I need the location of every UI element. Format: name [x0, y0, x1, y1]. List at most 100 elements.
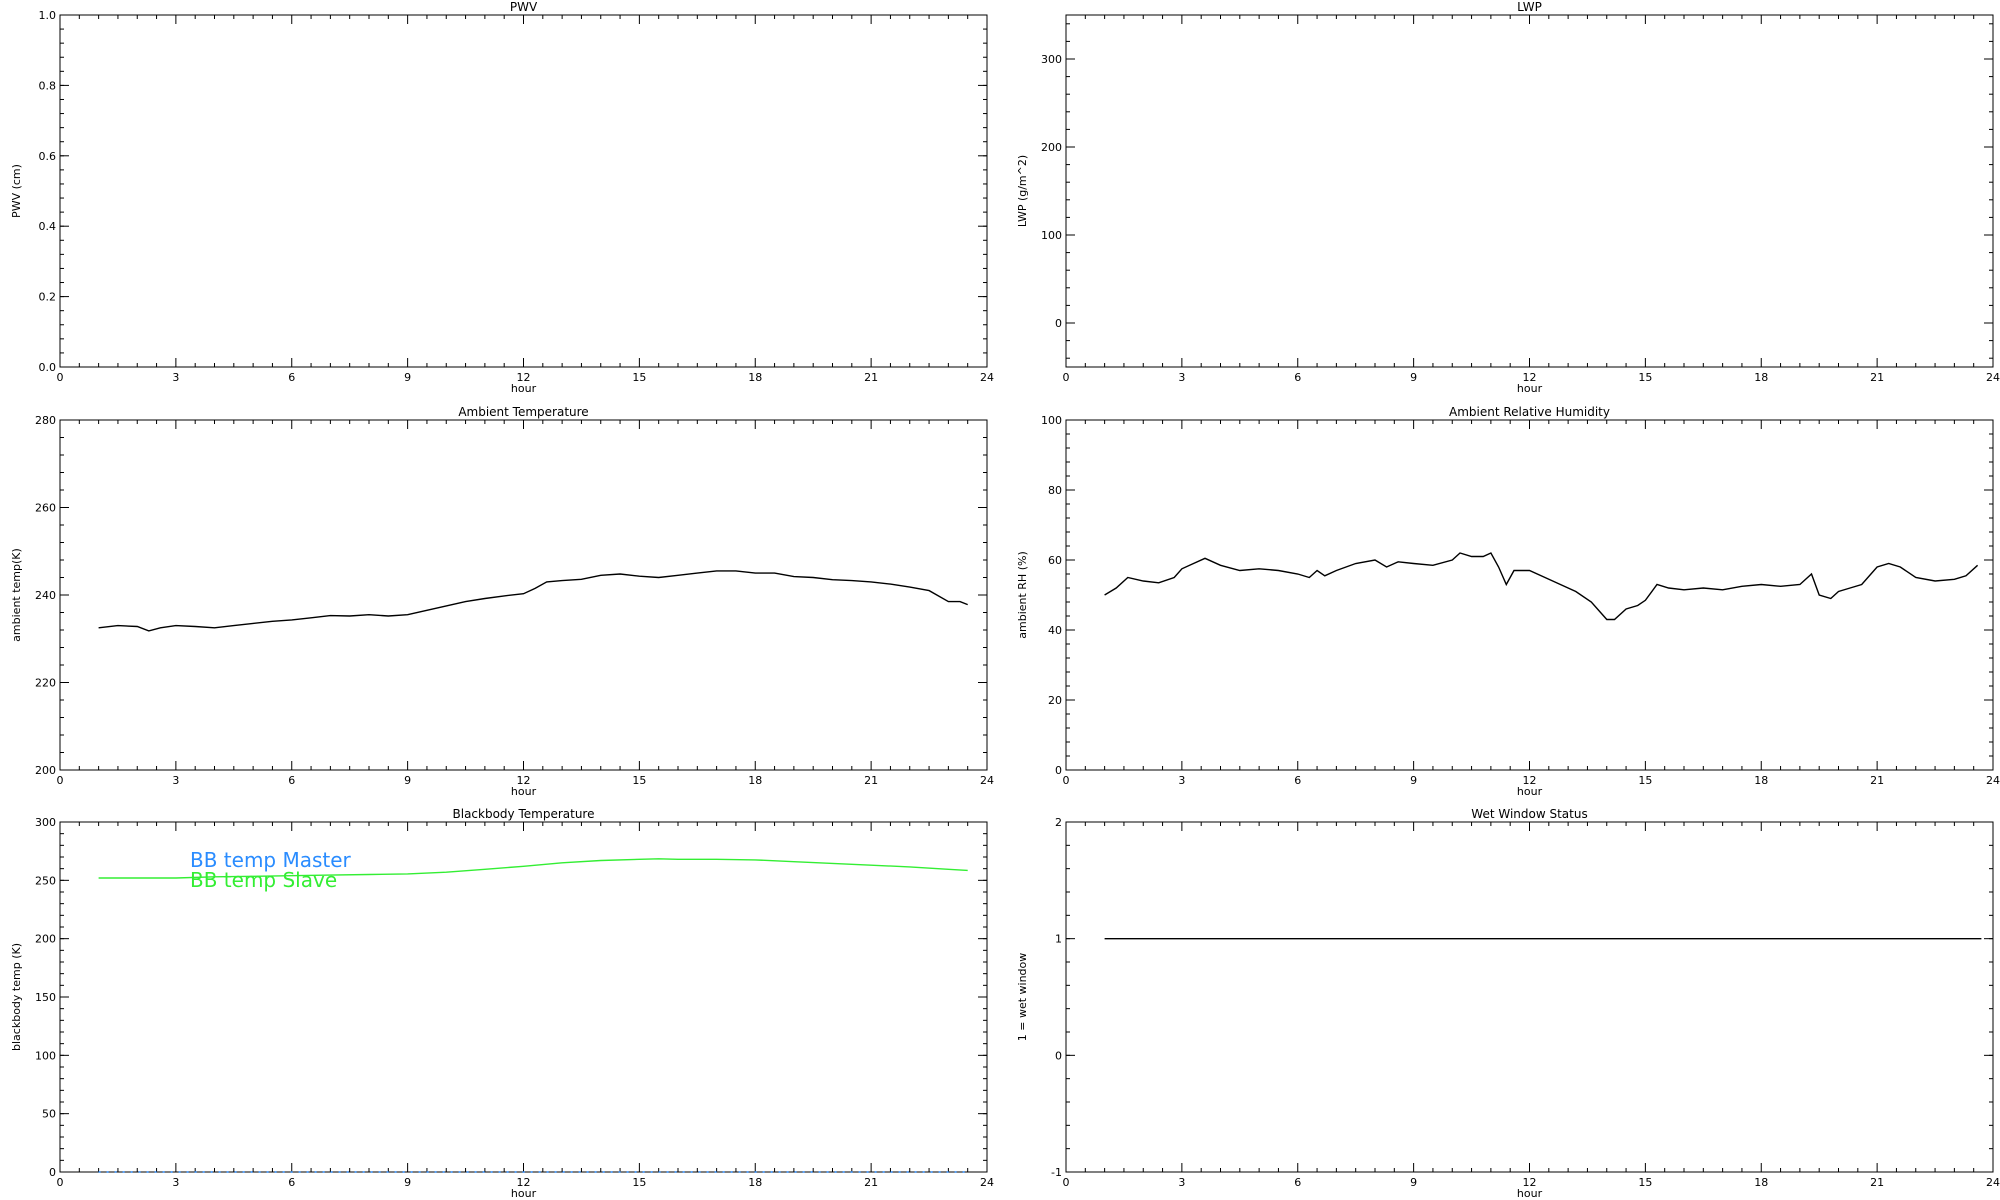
y-axis-label: ambient temp(K): [10, 548, 23, 642]
plot-frame: [1065, 14, 1994, 368]
plot-frame: [59, 419, 988, 771]
y-tick-label: 1: [1055, 933, 1062, 946]
x-tick-label: 15: [632, 371, 646, 384]
x-tick-label: 12: [517, 371, 531, 384]
chart-title: Ambient Temperature: [458, 405, 588, 419]
x-tick-label: 12: [1523, 1176, 1537, 1189]
x-tick-label: 15: [1638, 1176, 1652, 1189]
x-tick-label: 15: [632, 1176, 646, 1189]
y-tick-label: -1: [1051, 1166, 1062, 1179]
y-tick-label: 200: [35, 933, 56, 946]
chart-panel-5: Blackbody Temperature hour blackbody temp …: [10, 807, 994, 1200]
x-tick-label: 21: [1870, 371, 1884, 384]
y-tick-label: 300: [35, 816, 56, 829]
plot-frame: [1065, 419, 1994, 771]
x-tick-label: 6: [1294, 371, 1301, 384]
x-tick-label: 3: [172, 774, 179, 787]
x-axis-label: hour: [511, 1187, 537, 1200]
chart-title: Ambient Relative Humidity: [1449, 405, 1610, 419]
x-axis-label: hour: [511, 785, 537, 798]
y-tick-label: 240: [35, 589, 56, 602]
x-tick-label: 3: [1178, 1176, 1185, 1189]
x-tick-label: 21: [1870, 774, 1884, 787]
x-tick-label: 9: [1410, 371, 1417, 384]
chart-panel-6: Wet Window Status hour 1 = wet window 0 3 6 9 1…: [1016, 807, 2000, 1200]
x-tick-label: 15: [632, 774, 646, 787]
y-tick-label: 80: [1048, 484, 1062, 497]
y-tick-label: 0.4: [39, 220, 57, 233]
x-tick-label: 15: [1638, 371, 1652, 384]
x-tick-label: 6: [288, 774, 295, 787]
legend-entry-2: BB temp Slave: [190, 868, 337, 892]
chart-title: LWP: [1517, 0, 1542, 14]
x-tick-label: 12: [1523, 371, 1537, 384]
plot-frame: [1065, 821, 1994, 1173]
x-axis-label: hour: [1517, 382, 1543, 395]
y-tick-label: 40: [1048, 624, 1062, 637]
y-tick-label: 2: [1055, 816, 1062, 829]
chart-panel-3: Ambient Temperature hour ambient temp(K) 0 3…: [10, 405, 994, 798]
plot-frame: [59, 14, 988, 368]
x-tick-label: 0: [1063, 1176, 1070, 1189]
chart-title: Blackbody Temperature: [453, 807, 595, 821]
x-tick-label: 21: [864, 774, 878, 787]
x-tick-label: 18: [748, 1176, 762, 1189]
x-tick-label: 6: [1294, 1176, 1301, 1189]
y-tick-label: 300: [1041, 53, 1062, 66]
series-line-2: [98, 858, 968, 879]
x-tick-label: 12: [517, 774, 531, 787]
chart-title: PWV: [510, 0, 538, 14]
x-tick-label: 0: [1063, 774, 1070, 787]
x-tick-label: 18: [748, 774, 762, 787]
x-tick-label: 6: [288, 1176, 295, 1189]
y-tick-label: 1.0: [39, 9, 57, 22]
x-tick-label: 3: [1178, 371, 1185, 384]
x-tick-label: 21: [864, 1176, 878, 1189]
y-tick-label: 0: [1055, 764, 1062, 777]
y-tick-label: 220: [35, 677, 56, 690]
chart-panel-1: PWV hour PWV (cm) 0 3 6 9 12 15 18 21 24 0.0 0.2 0.4 0.…: [10, 0, 994, 395]
y-axis-label: LWP (g/m^2): [1016, 155, 1029, 227]
y-axis-label: ambient RH (%): [1016, 551, 1029, 639]
x-tick-label: 24: [1986, 774, 2000, 787]
y-tick-label: 60: [1048, 554, 1062, 567]
y-tick-label: 0.8: [39, 79, 57, 92]
x-tick-label: 0: [1063, 371, 1070, 384]
legend-entry-1: BB temp Master: [190, 848, 352, 872]
x-tick-label: 24: [980, 371, 994, 384]
x-tick-label: 21: [864, 371, 878, 384]
y-tick-label: 100: [1041, 414, 1062, 427]
y-tick-label: 50: [42, 1108, 56, 1121]
x-tick-label: 0: [57, 774, 64, 787]
y-axis-label: 1 = wet window: [1016, 953, 1029, 1042]
y-tick-label: 20: [1048, 694, 1062, 707]
x-tick-label: 3: [172, 371, 179, 384]
x-tick-label: 6: [1294, 774, 1301, 787]
y-tick-label: 100: [35, 1049, 56, 1062]
y-tick-label: 200: [1041, 141, 1062, 154]
y-tick-label: 0: [1055, 1049, 1062, 1062]
y-axis-label: PWV (cm): [10, 164, 23, 218]
x-tick-label: 18: [748, 371, 762, 384]
y-tick-label: 260: [35, 502, 56, 515]
x-tick-label: 12: [517, 1176, 531, 1189]
y-tick-label: 0: [49, 1166, 56, 1179]
x-tick-label: 0: [57, 1176, 64, 1189]
y-tick-label: 0.0: [39, 361, 57, 374]
y-tick-label: 0.2: [39, 291, 57, 304]
x-tick-label: 18: [1754, 774, 1768, 787]
x-tick-label: 18: [1754, 371, 1768, 384]
x-tick-label: 9: [404, 774, 411, 787]
x-tick-label: 3: [172, 1176, 179, 1189]
x-tick-label: 3: [1178, 774, 1185, 787]
x-tick-label: 9: [404, 371, 411, 384]
x-tick-label: 24: [980, 774, 994, 787]
y-tick-label: 0.6: [39, 150, 57, 163]
x-tick-label: 9: [1410, 1176, 1417, 1189]
series-line-1: [1104, 552, 1979, 621]
chart-title: Wet Window Status: [1471, 807, 1587, 821]
x-tick-label: 24: [980, 1176, 994, 1189]
y-tick-label: 0: [1055, 317, 1062, 330]
series-line-1: [98, 570, 968, 632]
